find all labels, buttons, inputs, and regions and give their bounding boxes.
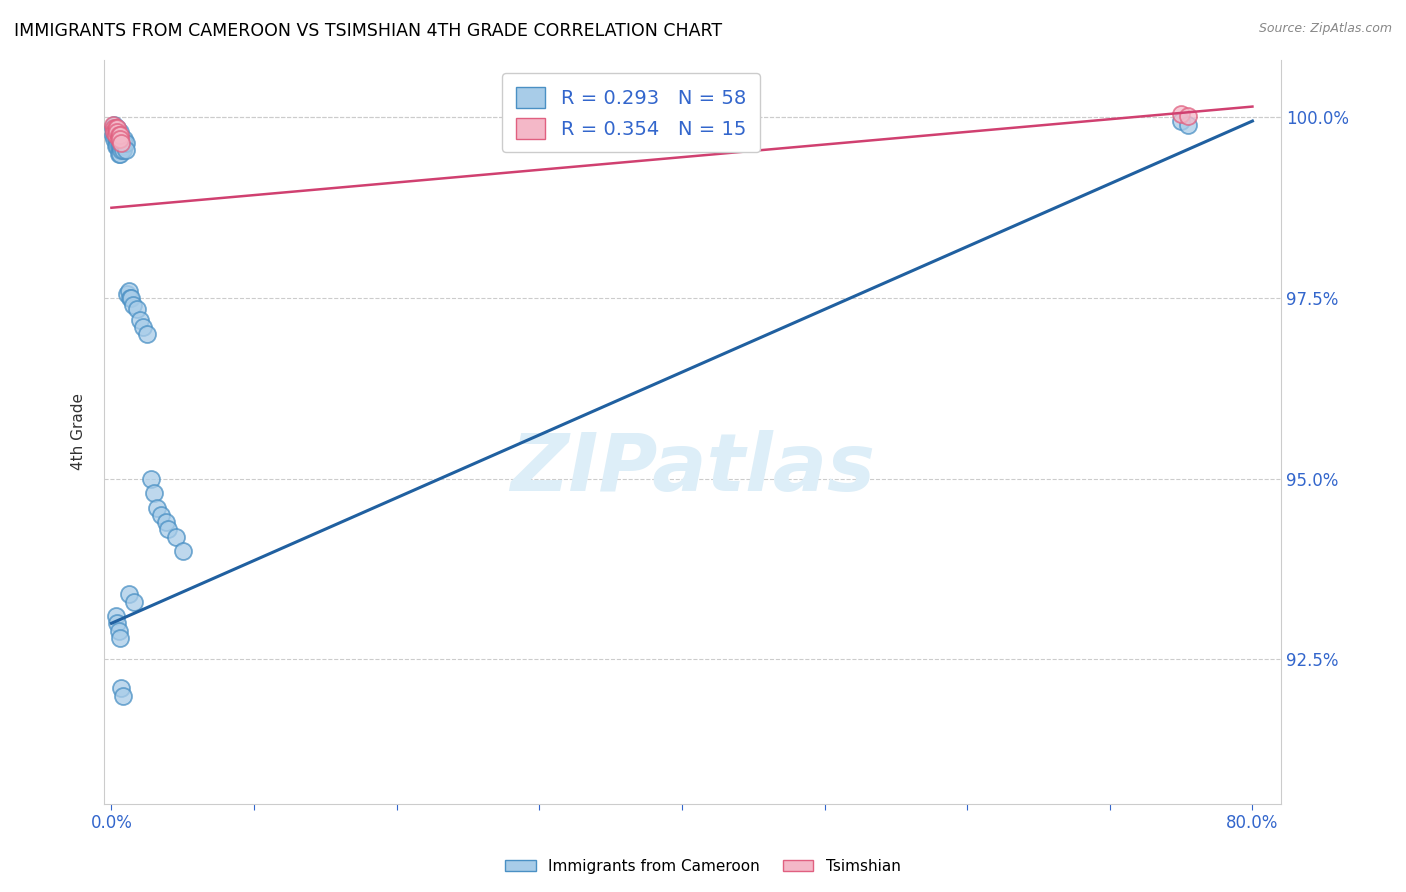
Point <box>117 284 139 298</box>
Point <box>110 132 132 146</box>
Point <box>107 128 129 143</box>
Point <box>110 143 132 157</box>
Point <box>103 125 125 139</box>
Point <box>104 609 127 624</box>
Point <box>103 118 125 132</box>
Point <box>104 132 127 146</box>
Point <box>120 291 142 305</box>
Point <box>104 121 127 136</box>
Point <box>108 132 131 146</box>
Point <box>157 522 180 536</box>
Point <box>105 121 128 136</box>
Point <box>108 128 131 143</box>
Point <box>122 594 145 608</box>
Point <box>111 143 134 157</box>
Point <box>112 136 135 150</box>
Point <box>111 139 134 153</box>
Point <box>118 291 141 305</box>
Legend: R = 0.293   N = 58, R = 0.354   N = 15: R = 0.293 N = 58, R = 0.354 N = 15 <box>502 73 759 153</box>
Point <box>132 320 155 334</box>
Point <box>103 121 125 136</box>
Point <box>103 125 125 139</box>
Point <box>150 508 173 522</box>
Point <box>117 587 139 601</box>
Point <box>108 146 131 161</box>
Point <box>108 132 131 146</box>
Point <box>108 631 131 645</box>
Point <box>107 146 129 161</box>
Point <box>1170 107 1192 121</box>
Point <box>104 125 127 139</box>
Point <box>141 472 163 486</box>
Point <box>107 139 129 153</box>
Point <box>107 624 129 638</box>
Y-axis label: 4th Grade: 4th Grade <box>72 393 86 470</box>
Point <box>103 121 125 136</box>
Point <box>104 128 127 143</box>
Point <box>155 515 177 529</box>
Point <box>127 301 149 316</box>
Text: IMMIGRANTS FROM CAMEROON VS TSIMSHIAN 4TH GRADE CORRELATION CHART: IMMIGRANTS FROM CAMEROON VS TSIMSHIAN 4T… <box>14 22 723 40</box>
Point <box>121 298 143 312</box>
Point <box>110 136 132 150</box>
Point <box>105 125 128 139</box>
Text: ZIPatlas: ZIPatlas <box>510 430 875 508</box>
Point <box>105 139 128 153</box>
Point <box>105 616 128 631</box>
Point <box>110 681 132 696</box>
Point <box>115 287 138 301</box>
Point <box>111 689 134 703</box>
Point <box>114 143 136 157</box>
Point <box>108 125 131 139</box>
Point <box>107 132 129 146</box>
Point <box>107 132 129 146</box>
Point <box>104 121 127 136</box>
Point <box>105 132 128 146</box>
Point <box>165 530 187 544</box>
Point <box>1177 118 1199 132</box>
Point <box>101 128 124 143</box>
Point <box>143 486 166 500</box>
Point <box>104 139 127 153</box>
Point <box>111 136 134 150</box>
Point <box>108 139 131 153</box>
Point <box>105 121 128 136</box>
Point <box>112 132 135 146</box>
Point <box>146 500 169 515</box>
Text: Source: ZipAtlas.com: Source: ZipAtlas.com <box>1258 22 1392 36</box>
Point <box>172 544 194 558</box>
Point <box>1170 114 1192 128</box>
Point <box>129 312 152 326</box>
Point <box>114 136 136 150</box>
Point <box>105 125 128 139</box>
Point <box>103 132 125 146</box>
Point <box>1177 109 1199 123</box>
Point <box>101 121 124 136</box>
Point <box>104 125 127 139</box>
Legend: Immigrants from Cameroon, Tsimshian: Immigrants from Cameroon, Tsimshian <box>499 853 907 880</box>
Point <box>110 139 132 153</box>
Point <box>136 327 159 342</box>
Point <box>101 118 124 132</box>
